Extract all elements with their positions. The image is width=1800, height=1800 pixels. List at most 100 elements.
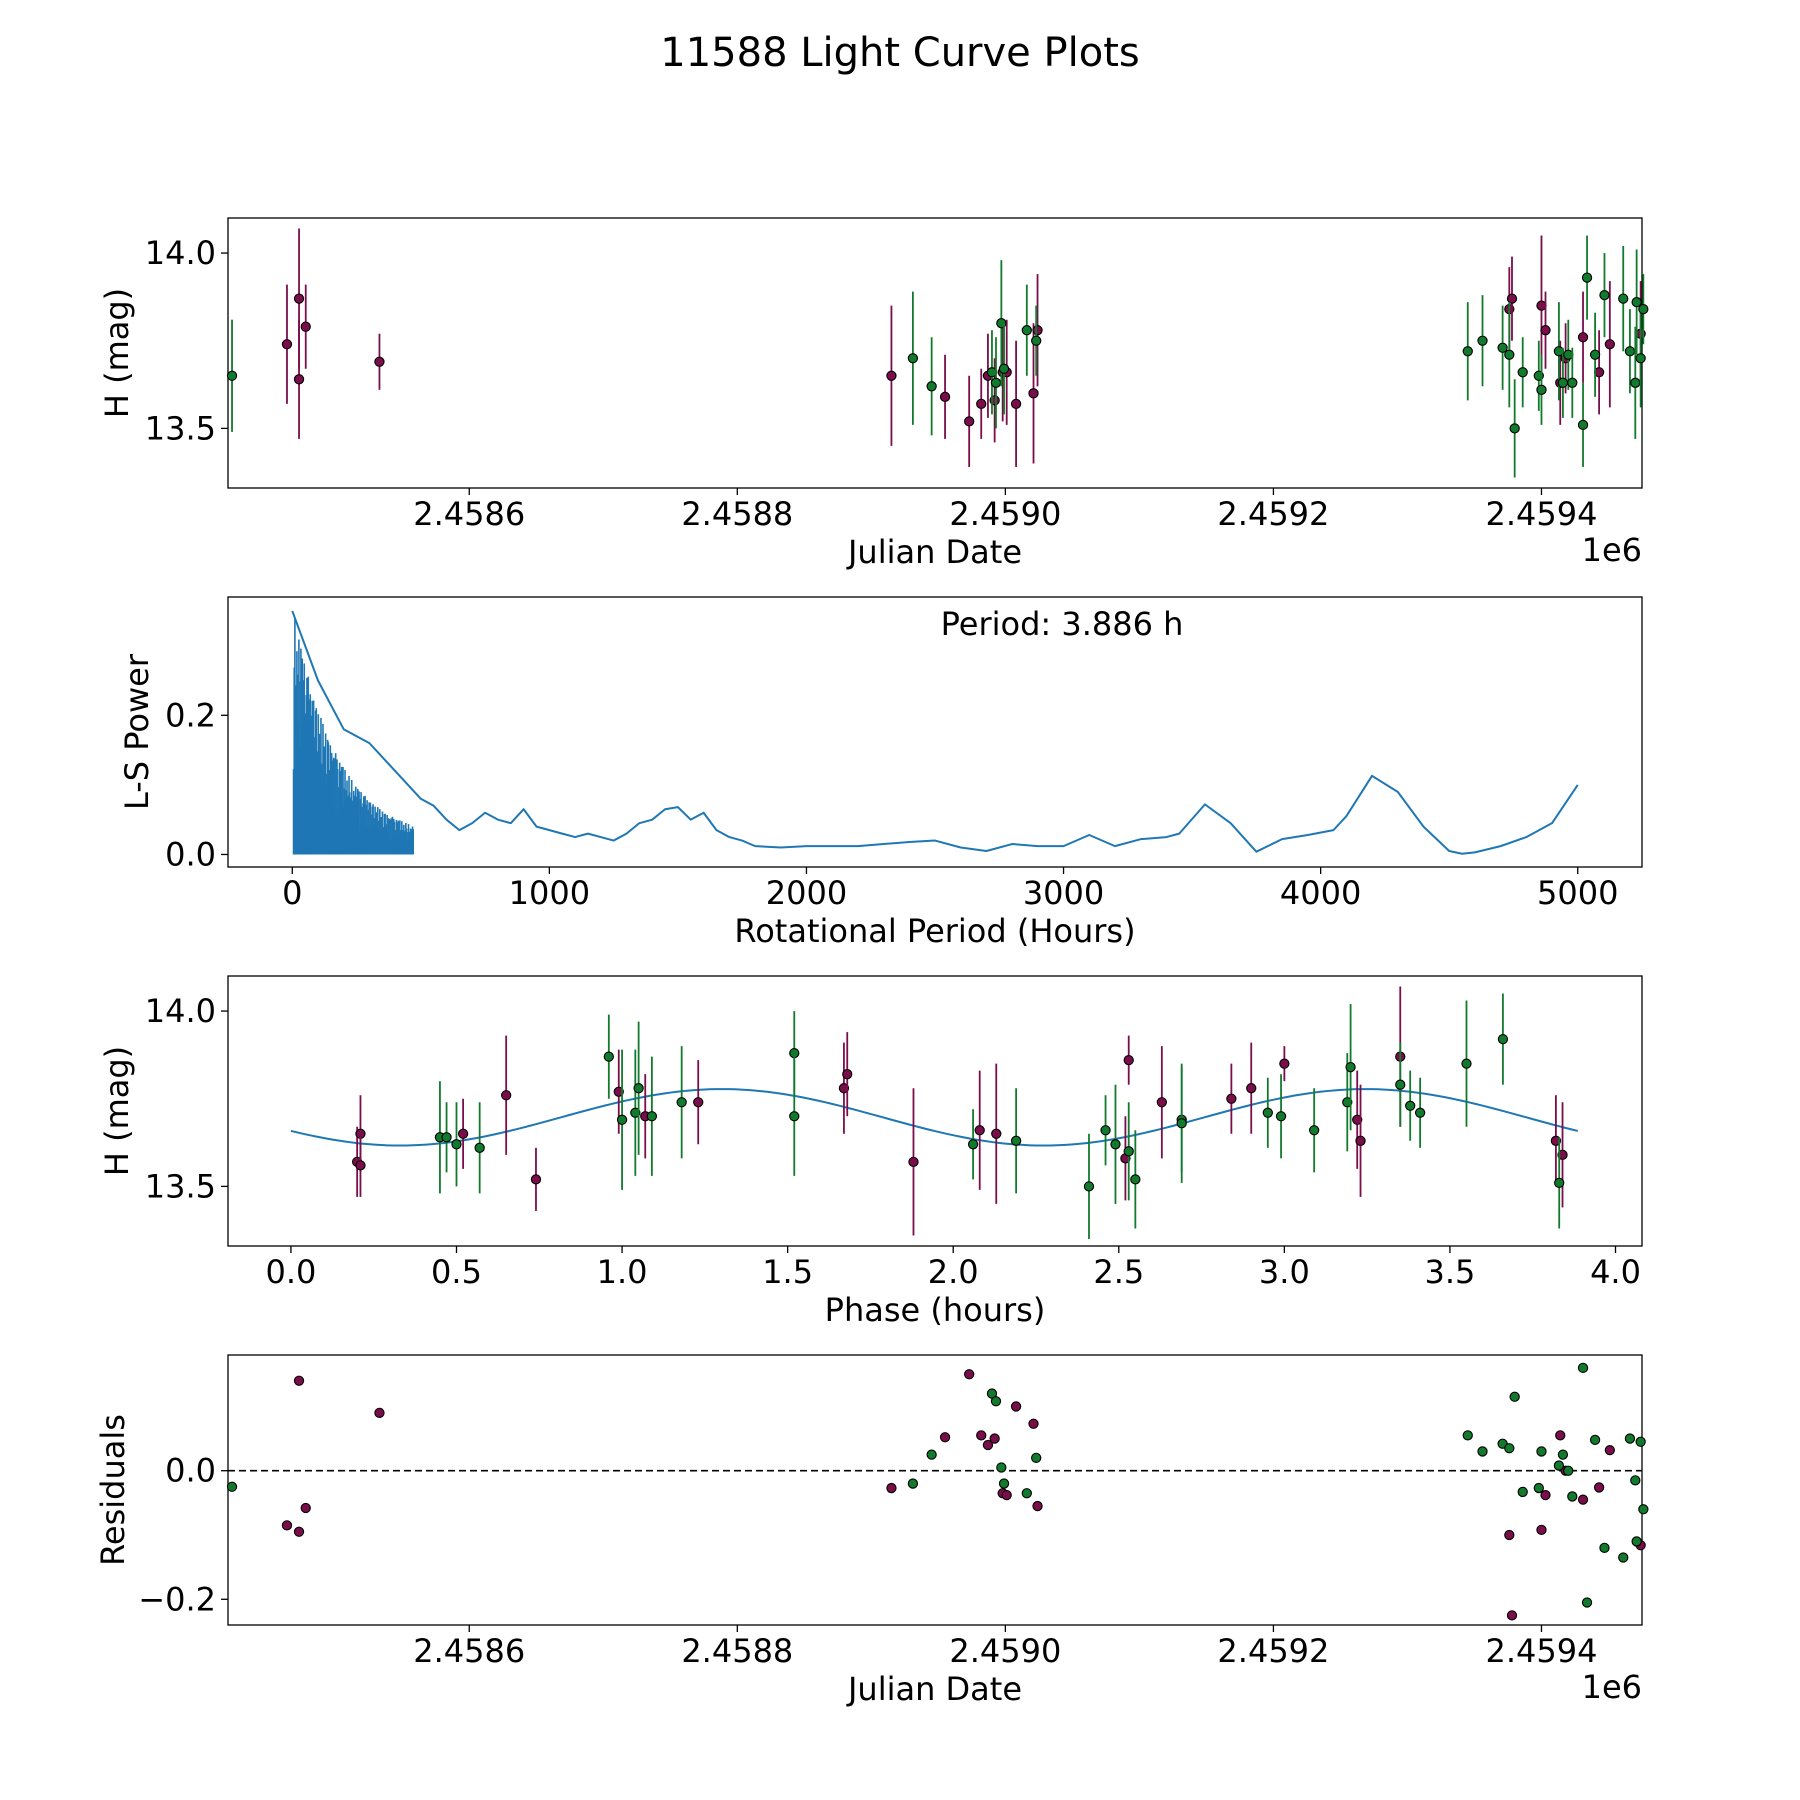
- residuals-xlabel: Julian Date: [846, 1670, 1022, 1708]
- residuals-point-green: [1462, 1430, 1473, 1441]
- light-curve-point-green: [226, 370, 238, 381]
- phase-fold-point-green: [1262, 1107, 1273, 1118]
- light-curve-ylabel: H (mag): [98, 288, 136, 418]
- residuals-point-maroon: [939, 1432, 951, 1443]
- light-curve-ytick-label: 14.0: [145, 234, 216, 272]
- phase-fold-point-green: [633, 1083, 644, 1094]
- residuals-point-green: [1638, 1504, 1649, 1515]
- light-curve-point-green: [926, 381, 937, 392]
- phase-fold-axes-frame: [227, 975, 1643, 1247]
- phase-fold-point-green: [1405, 1100, 1416, 1111]
- light-curve-ytick-label: 13.5: [145, 409, 216, 447]
- light-curve-point-maroon: [964, 416, 975, 427]
- figure-title: 11588 Light Curve Plots: [660, 30, 1139, 76]
- residuals-point-maroon: [1028, 1418, 1039, 1429]
- periodogram-xtick-label: 3000: [1023, 874, 1104, 912]
- residuals-point-maroon: [1010, 1401, 1022, 1412]
- light-curve-point-maroon: [1604, 339, 1615, 350]
- light-curve-point-maroon: [1028, 388, 1039, 399]
- residuals-point-maroon: [964, 1369, 975, 1380]
- light-curve-point-green: [1021, 325, 1032, 336]
- light-curve-point-green: [1635, 353, 1646, 364]
- phase-fold-point-green: [630, 1107, 641, 1118]
- light-curve-panel: 2.4586 2.4588 2.4590 2.4592 2.4594 13.5 14.0 J…: [98, 217, 1649, 571]
- residuals-point-maroon: [1593, 1482, 1605, 1493]
- phase-fold-point-green: [1395, 1079, 1406, 1090]
- phase-fold-point-green: [1130, 1174, 1141, 1185]
- residuals-point-maroon: [1506, 1610, 1518, 1621]
- phase-fold-point-green: [1345, 1062, 1356, 1073]
- phase-fold-point-green: [616, 1114, 628, 1125]
- residuals-xtick-label: 2.4586: [413, 1632, 525, 1670]
- periodogram-ytick-label: 0.2: [165, 696, 216, 734]
- phase-fold-point-maroon: [842, 1069, 853, 1080]
- residuals-ylabel: Residuals: [94, 1414, 132, 1566]
- residuals-point-green: [907, 1478, 919, 1489]
- light-curve-point-maroon: [1032, 325, 1043, 336]
- light-curve-point-maroon: [293, 293, 305, 304]
- light-curve-point-green: [1618, 293, 1629, 304]
- phase-fold-point-maroon: [1226, 1093, 1237, 1104]
- periodogram-xtick-label: 1000: [509, 874, 590, 912]
- residuals-point-green: [996, 1462, 1007, 1473]
- residuals-point-green: [1567, 1491, 1578, 1502]
- residuals-point-green: [1581, 1597, 1593, 1608]
- phase-fold-point-maroon: [355, 1160, 366, 1171]
- residuals-xtick-label: 2.4594: [1485, 1632, 1597, 1670]
- light-curve-xtick-label: 2.4594: [1485, 495, 1597, 533]
- phase-fold-point-green: [1342, 1097, 1353, 1108]
- residuals-point-green: [1031, 1452, 1042, 1464]
- light-curve-plot-area: 2.4586 2.4588 2.4590 2.4592 2.4594 13.5 14.0: [145, 228, 1649, 533]
- phase-fold-point-green: [1100, 1125, 1111, 1136]
- periodogram-xlabel: Rotational Period (Hours): [734, 912, 1135, 950]
- light-curve-xlabel: Julian Date: [846, 533, 1022, 571]
- residuals-point-maroon: [1540, 1489, 1551, 1501]
- phase-fold-point-green: [789, 1047, 800, 1059]
- phase-fold-point-green: [1461, 1058, 1472, 1069]
- phase-fold-model-curve: [290, 1088, 1578, 1147]
- phase-fold-point-green: [1309, 1125, 1320, 1136]
- residuals-point-maroon: [293, 1375, 305, 1386]
- residuals-point-green: [1536, 1446, 1547, 1457]
- phase-fold-point-maroon: [530, 1174, 542, 1185]
- periodogram-axes-frame: [227, 596, 1643, 868]
- phase-fold-point-green: [474, 1142, 485, 1153]
- phase-fold-ylabel: H (mag): [98, 1046, 136, 1176]
- phase-fold-point-maroon: [974, 1125, 985, 1136]
- residuals-point-maroon: [976, 1430, 987, 1441]
- phase-fold-ytick-label: 14.0: [145, 992, 216, 1030]
- light-curve-point-maroon: [939, 391, 951, 402]
- phase-fold-xtick-label: 2.5: [1093, 1253, 1144, 1291]
- residuals-offset-label: 1e6: [1582, 1668, 1642, 1706]
- light-curve-xtick-label: 2.4592: [1217, 495, 1329, 533]
- light-curve-xtick-label: 2.4586: [413, 495, 525, 533]
- residuals-ytick-label: −0.2: [138, 1580, 216, 1618]
- light-curve-point-maroon: [1506, 293, 1518, 304]
- light-curve-point-green: [1589, 349, 1601, 360]
- residuals-point-green: [1631, 1536, 1642, 1547]
- phase-fold-point-maroon: [838, 1083, 850, 1094]
- phase-fold-point-green: [1497, 1033, 1509, 1045]
- phase-fold-point-green: [1010, 1135, 1022, 1146]
- light-curve-point-green: [1624, 346, 1636, 357]
- phase-fold-point-maroon: [457, 1128, 469, 1139]
- phase-fold-point-green: [451, 1139, 462, 1150]
- residuals-point-green: [1477, 1446, 1488, 1457]
- light-curve-point-green: [1462, 346, 1473, 357]
- residuals-xtick-label: 2.4590: [949, 1632, 1061, 1670]
- residuals-point-green: [1599, 1542, 1610, 1554]
- phase-fold-point-maroon: [1352, 1114, 1363, 1125]
- phase-fold-plot-area: 0.0 0.5 1.0 1.5 2.0 2.5 3.0 3.5 4.0 13.5 14.0: [145, 986, 1641, 1291]
- light-curve-point-green: [1599, 289, 1610, 301]
- residuals-point-green: [1577, 1362, 1589, 1374]
- phase-fold-point-green: [1554, 1177, 1565, 1189]
- periodogram-ytick-label: 0.0: [165, 835, 216, 873]
- residuals-point-maroon: [886, 1482, 897, 1494]
- residuals-panel: 2.4586 2.4588 2.4590 2.4592 2.4594 −0.2 0.0 Ju…: [94, 1354, 1649, 1708]
- phase-fold-point-green: [441, 1132, 452, 1143]
- phase-fold-point-green: [1123, 1146, 1134, 1157]
- light-curve-point-green: [1477, 335, 1488, 346]
- residuals-point-maroon: [1536, 1524, 1547, 1536]
- light-curve-point-green: [998, 363, 1010, 374]
